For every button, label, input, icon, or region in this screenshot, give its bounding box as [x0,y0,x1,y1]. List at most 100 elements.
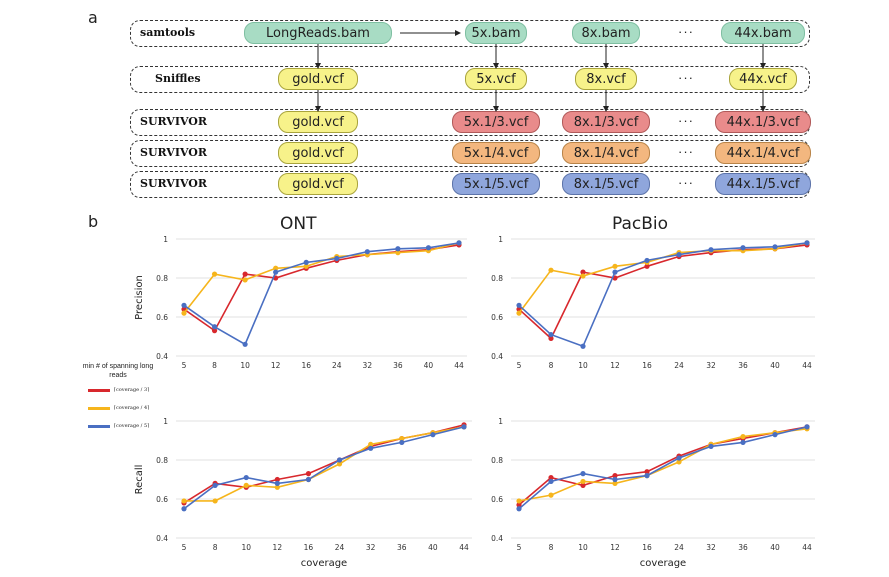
series-line-red [183,244,460,332]
data-point-red [612,473,618,479]
data-point-yellow [399,435,405,442]
y-tick-label: 0.6 [491,495,503,504]
data-point-yellow [181,310,187,316]
data-point-red [211,328,218,334]
data-point-blue [580,343,586,349]
data-point-yellow [612,263,618,269]
data-point-blue [305,476,312,483]
x-tick-label: 32 [706,543,716,552]
data-point-red [580,482,586,488]
x-tick-label: 24 [332,361,342,370]
data-point-red [548,474,554,481]
data-point-blue [676,455,682,461]
y-tick-label: 0.6 [156,495,168,504]
data-point-yellow [212,498,218,504]
data-point-yellow [548,267,554,273]
y-tick-label: 0.6 [156,313,168,322]
data-point-yellow [273,265,279,271]
data-point-blue [364,249,370,255]
x-axis-label: coverage [301,558,347,569]
file-node-44x-1-3-vcf: 44x.1/3.vcf [715,111,811,133]
file-node-44x-1-5-vcf: 44x.1/5.vcf [715,173,811,195]
legend-item-red: ⌈coverage / 3⌉ [88,387,149,393]
data-point-yellow [740,434,746,440]
data-point-blue [516,302,522,308]
y-tick-label: 1 [498,417,503,426]
y-tick-label: 1 [163,235,168,244]
x-tick-label: 36 [738,543,748,552]
data-point-blue [772,244,778,250]
data-point-blue [212,482,218,488]
x-tick-label: 16 [301,361,311,370]
data-point-blue [395,246,401,252]
data-point-blue [548,478,554,485]
data-point-blue [708,247,714,253]
x-tick-label: 16 [304,543,314,552]
x-tick-label: 12 [271,361,281,370]
data-point-blue [612,269,618,275]
series-line-blue [183,426,465,510]
chart-title-ont: ONT [280,214,317,234]
ellipsis-2: ··· [678,113,694,128]
file-node-gold-vcf-3: gold.vcf [278,142,358,164]
x-tick-label: 40 [770,543,780,552]
x-tick-label: 8 [212,361,217,370]
data-point-blue [461,424,467,430]
x-tick-label: 32 [706,361,716,370]
panel-b-letter: b [88,212,99,231]
data-point-yellow [580,273,586,279]
data-point-red [516,502,522,508]
x-tick-label: 5 [182,361,187,370]
y-tick-label: 0.4 [491,534,503,543]
data-point-blue [644,257,650,264]
x-tick-label: 10 [240,361,250,370]
data-point-red [580,269,586,275]
x-tick-label: 10 [578,361,588,370]
x-tick-label: 40 [424,361,434,370]
data-point-blue [368,445,374,451]
x-tick-label: 44 [802,361,812,370]
data-point-yellow [580,478,586,485]
y-tick-label: 0.6 [491,313,503,322]
ellipsis-3: ··· [678,144,694,159]
pipeline-row-0 [130,20,810,47]
legend-title: min # of spanning long reads [82,363,154,379]
data-point-yellow [676,459,682,465]
data-point-blue [430,432,436,438]
legend-swatch-red [88,388,110,392]
data-point-blue [274,480,280,486]
data-point-blue [399,439,405,446]
data-point-blue [644,473,650,479]
x-tick-label: 8 [213,543,218,552]
y-tick-label: 0.4 [491,352,503,361]
legend-swatch-yellow [88,406,110,410]
ellipsis-0: ··· [678,24,694,39]
data-point-yellow [368,441,374,447]
tool-label-sniffles: Sniffles [155,72,201,85]
x-tick-label: 8 [549,361,554,370]
data-point-blue [334,255,340,262]
data-point-blue [804,240,810,246]
panel-a-letter: a [88,8,98,27]
x-tick-label: 24 [674,543,684,552]
data-point-red [644,263,650,269]
file-node-gold-vcf-1: gold.vcf [278,68,358,90]
data-point-red [242,271,248,277]
data-point-blue [676,252,682,258]
x-tick-label: 12 [610,543,620,552]
file-node-longreads-bam: LongReads.bam [244,22,392,44]
data-point-yellow [303,263,309,269]
x-tick-label: 5 [517,543,522,552]
tool-label-survivor: SURVIVOR [140,177,208,190]
data-point-yellow [336,461,343,467]
y-tick-label: 0.4 [156,352,168,361]
x-tick-label: 10 [241,543,251,552]
x-tick-label: 36 [393,361,403,370]
x-tick-label: 44 [802,543,812,552]
legend-item-yellow: ⌈coverage / 4⌉ [88,405,149,411]
y-tick-label: 0.4 [156,534,168,543]
data-point-blue [804,424,810,430]
y-axis-label: Precision [134,275,145,320]
data-point-red [548,335,554,342]
x-tick-label: 44 [459,543,469,552]
